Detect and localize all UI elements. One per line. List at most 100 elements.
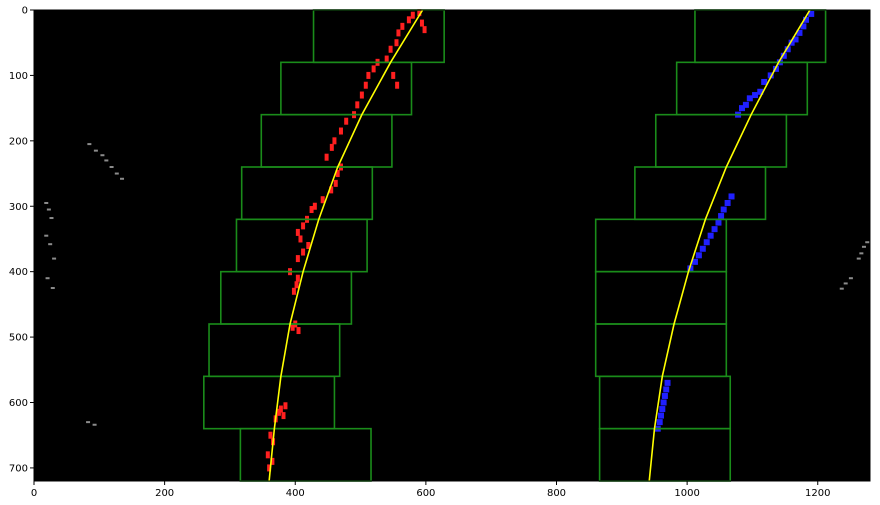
y-tick-label: 600 bbox=[9, 398, 28, 409]
noise-pixel bbox=[114, 172, 119, 175]
right-lane-pixel bbox=[746, 95, 753, 102]
right-lane-pixel bbox=[752, 92, 759, 99]
left-lane-pixel bbox=[388, 45, 393, 53]
left-lane-pixel bbox=[333, 179, 338, 187]
right-lane-pixel bbox=[761, 78, 768, 85]
right-lane-pixel bbox=[695, 252, 702, 259]
left-lane-pixel bbox=[406, 16, 411, 24]
noise-pixel bbox=[109, 166, 114, 168]
left-lane-pixel bbox=[371, 65, 376, 73]
y-tick-label: 300 bbox=[9, 202, 28, 213]
right-lane-pixel bbox=[658, 412, 664, 419]
x-tick-label: 200 bbox=[155, 488, 174, 499]
right-lane-pixel bbox=[757, 88, 764, 95]
left-lane-pixel bbox=[335, 170, 340, 178]
left-lane-pixel bbox=[366, 71, 371, 79]
right-lane-pixel bbox=[720, 206, 727, 213]
y-tick-label: 0 bbox=[22, 6, 28, 17]
left-lane-pixel bbox=[332, 137, 337, 145]
left-lane-pixel bbox=[298, 235, 303, 243]
left-lane-pixel bbox=[296, 327, 301, 335]
left-lane-pixel bbox=[355, 101, 360, 109]
noise-pixel bbox=[50, 287, 55, 290]
left-lane-pixel bbox=[291, 287, 296, 295]
noise-pixel bbox=[52, 257, 57, 260]
left-fit-line bbox=[268, 9, 424, 482]
plot-background bbox=[34, 10, 870, 481]
left-lane-pixel bbox=[309, 206, 314, 214]
noise-pixel bbox=[848, 277, 853, 280]
y-tick-label: 500 bbox=[9, 333, 28, 344]
left-lane-pixel bbox=[268, 431, 273, 439]
right-lane-pixel bbox=[784, 46, 791, 53]
left-lane-pixel bbox=[391, 71, 396, 79]
left-lane-pixel bbox=[410, 11, 415, 19]
left-lane-pixel bbox=[306, 242, 311, 249]
left-lane-pixel bbox=[329, 186, 334, 194]
left-lane-pixel bbox=[267, 464, 272, 472]
right-lane-pixel bbox=[663, 386, 670, 393]
left-lane-pixel bbox=[320, 196, 325, 204]
right-lane-pixel bbox=[780, 52, 787, 59]
left-lane-pixel bbox=[344, 117, 349, 125]
left-lane-pixel bbox=[359, 91, 364, 99]
left-lane-pixel bbox=[281, 412, 286, 420]
x-tick-label: 1000 bbox=[674, 488, 699, 499]
right-lane-pixel bbox=[767, 72, 774, 79]
plot-frame bbox=[33, 9, 871, 482]
left-lane-pixel bbox=[295, 228, 300, 236]
y-tick-label: 400 bbox=[9, 267, 28, 278]
y-tick-label: 700 bbox=[9, 463, 28, 474]
left-lane-pixel bbox=[396, 29, 401, 37]
noise-pixel bbox=[49, 217, 54, 220]
noise-layer bbox=[44, 143, 870, 426]
noise-pixel bbox=[856, 257, 861, 260]
noise-pixel bbox=[104, 159, 109, 162]
x-tick-label: 0 bbox=[31, 488, 37, 499]
fit-lines bbox=[268, 9, 811, 482]
left-lane-pixel bbox=[338, 127, 343, 135]
left-lane-pixel bbox=[301, 248, 306, 256]
left-lane-pixel bbox=[400, 22, 405, 30]
left-lane-pixel bbox=[278, 405, 283, 413]
noise-pixel bbox=[45, 277, 50, 280]
right-lane-pixel bbox=[792, 36, 799, 43]
right-fit-line bbox=[648, 9, 811, 482]
right-lane-pixel bbox=[707, 232, 714, 239]
right-lane-pixel bbox=[742, 101, 749, 108]
left-lane-pixel bbox=[422, 26, 427, 34]
noise-pixel bbox=[87, 143, 92, 146]
noise-pixel bbox=[865, 241, 870, 244]
right-lane-pixel bbox=[802, 16, 809, 23]
left-lane-pixel bbox=[270, 457, 275, 465]
right-lane-pixel bbox=[661, 392, 668, 399]
left-lane-pixel bbox=[295, 274, 300, 282]
left-lane-pixel bbox=[417, 9, 422, 17]
noise-pixel bbox=[86, 421, 91, 424]
y-tick-label: 100 bbox=[9, 71, 28, 82]
right-lane-pixel bbox=[796, 29, 803, 36]
x-tick-label: 400 bbox=[286, 488, 305, 499]
right-lane-pixel bbox=[728, 193, 735, 200]
right-lane-pixels bbox=[654, 10, 815, 432]
left-lane-pixel bbox=[363, 81, 368, 89]
right-lane-pixel bbox=[715, 219, 722, 226]
right-lane-pixel bbox=[738, 105, 745, 112]
noise-pixel bbox=[92, 423, 97, 426]
x-axis: 0 200 400 600 800 1000 1200 bbox=[31, 481, 830, 499]
noise-pixel bbox=[44, 201, 49, 204]
x-tick-label: 600 bbox=[416, 488, 435, 499]
noise-pixel bbox=[44, 234, 49, 237]
right-lane-pixel bbox=[659, 406, 666, 413]
y-axis: 0 100 200 300 400 500 600 700 bbox=[9, 6, 34, 474]
noise-pixel bbox=[93, 149, 98, 152]
noise-pixel bbox=[46, 208, 51, 211]
right-lane-pixel bbox=[699, 245, 706, 252]
x-tick-label: 800 bbox=[547, 488, 566, 499]
left-lane-pixel bbox=[329, 143, 334, 151]
right-lane-pixel bbox=[687, 265, 694, 272]
left-lane-pixel bbox=[419, 19, 424, 27]
right-lane-pixel bbox=[656, 419, 663, 426]
x-tick-label: 1200 bbox=[805, 488, 830, 499]
